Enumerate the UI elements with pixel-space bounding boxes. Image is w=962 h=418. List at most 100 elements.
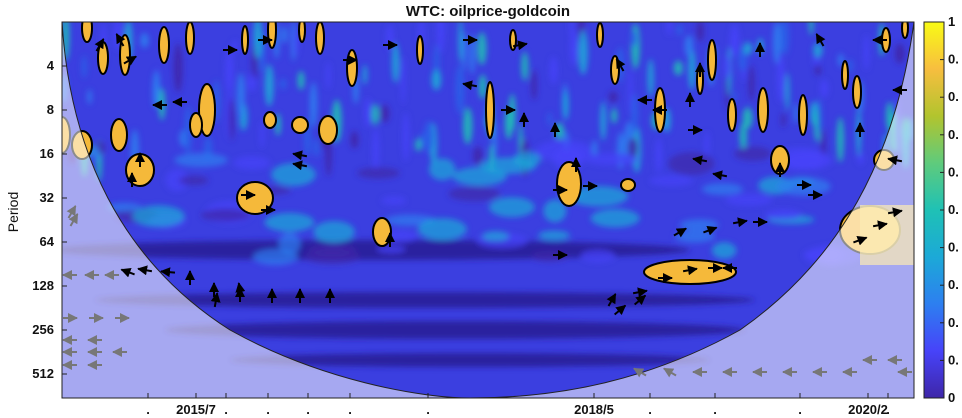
texture-streak — [724, 55, 731, 79]
phase-arrow — [712, 170, 728, 181]
texture-streak — [264, 64, 274, 107]
phase-arrow — [663, 367, 677, 378]
significance-contour — [346, 49, 358, 87]
texture-streak — [253, 22, 263, 59]
texture-streak — [259, 121, 265, 148]
texture-streak — [391, 42, 400, 83]
texture-streak — [436, 22, 445, 54]
texture-streak — [570, 30, 578, 66]
x-tick-label: . — [224, 402, 228, 417]
texture-streak — [423, 120, 434, 154]
texture-patch — [376, 245, 406, 254]
texture-streak — [462, 31, 467, 72]
phase-arrow — [853, 235, 868, 246]
texture-patch — [734, 146, 772, 161]
texture-streak — [785, 73, 790, 111]
texture-streak — [655, 138, 662, 174]
phase-arrow — [160, 267, 176, 278]
significance-contour — [416, 35, 424, 65]
phase-arrow — [732, 217, 748, 228]
coi-right-mask — [470, 22, 914, 398]
y-tick-label: 16 — [40, 146, 54, 161]
x-tick-label: 2015/7 — [176, 402, 216, 417]
significance-contour — [596, 22, 604, 48]
significance-contour — [707, 39, 717, 81]
x-tick-label: . — [348, 402, 352, 417]
texture-streak — [688, 48, 696, 91]
texture-streak — [772, 22, 781, 65]
texture-streak — [704, 131, 710, 157]
texture-patch — [668, 152, 715, 175]
x-tick-label: . — [648, 402, 652, 417]
phase-arrow — [872, 220, 888, 231]
chart-title: WTC: oilprice-goldcoin — [406, 3, 570, 20]
texture-streak — [591, 140, 598, 158]
colorbar-tick-label: 0. — [948, 164, 959, 179]
texture-streak — [462, 107, 473, 145]
texture-streak — [297, 71, 305, 90]
texture-streak — [739, 122, 748, 151]
phase-arrow — [703, 225, 718, 236]
significance-contour — [263, 111, 277, 129]
texture-streak — [809, 22, 814, 36]
y-tick-label: 512 — [32, 366, 54, 381]
texture-streak — [350, 131, 359, 149]
colorbar-tick-label: 0. — [948, 52, 959, 67]
texture-streak — [562, 90, 569, 121]
texture-patch — [233, 156, 270, 170]
phase-arrow — [512, 40, 528, 51]
significance-contour — [267, 22, 277, 49]
phase-arrow — [292, 150, 308, 161]
texture-streak — [547, 112, 552, 126]
texture-streak — [279, 78, 287, 90]
texture-streak — [820, 79, 829, 98]
texture-streak — [402, 112, 410, 162]
texture-patch — [271, 163, 316, 187]
phase-arrow — [887, 155, 903, 166]
texture-streak — [152, 70, 161, 105]
x-tick-label: 2018/5 — [574, 402, 614, 417]
texture-patch — [313, 220, 355, 244]
significance-contour — [81, 22, 93, 43]
phase-arrow — [815, 33, 826, 47]
texture-streak — [371, 103, 380, 125]
texture-streak — [293, 28, 299, 56]
texture-streak — [87, 89, 92, 105]
significance-contour — [509, 29, 517, 51]
texture-streak — [415, 138, 422, 152]
texture-streak — [600, 101, 607, 141]
texture-patch — [174, 153, 228, 168]
texture-streak — [857, 152, 864, 165]
texture-streak — [473, 146, 483, 165]
texture-streak — [894, 43, 905, 64]
texture-patch — [308, 243, 356, 257]
texture-streak — [455, 64, 465, 115]
texture-streak — [549, 56, 558, 85]
dark-band — [165, 321, 745, 339]
texture-streak — [380, 104, 390, 123]
phase-arrow — [210, 292, 221, 308]
texture-streak — [458, 22, 463, 63]
texture-patch — [178, 175, 209, 186]
texture-streak — [793, 102, 799, 124]
y-axis: 4 8 16 32 64 128 256 512 — [32, 58, 67, 381]
texture-streak — [863, 34, 870, 71]
phase-arrows — [62, 33, 912, 378]
texture-patch — [535, 140, 593, 162]
colorbar-tick-label: 0. — [948, 202, 959, 217]
texture-streak — [738, 48, 747, 72]
texture-streak — [748, 65, 755, 101]
texture-streak — [531, 69, 537, 101]
texture-patch — [165, 169, 189, 192]
significance-contour — [315, 22, 325, 55]
texture-streak — [313, 138, 320, 157]
texture-patch — [701, 183, 743, 196]
x-tick-label: . — [886, 402, 890, 417]
phase-arrow — [633, 367, 647, 378]
colorbar-tick-label: 0. — [948, 277, 959, 292]
phase-arrow — [692, 155, 708, 166]
colorbar-tick-label: 0. — [948, 315, 959, 330]
texture-streak — [173, 43, 183, 93]
significance-contour — [291, 116, 309, 134]
colorbar-tick-label: 0. — [948, 352, 959, 367]
